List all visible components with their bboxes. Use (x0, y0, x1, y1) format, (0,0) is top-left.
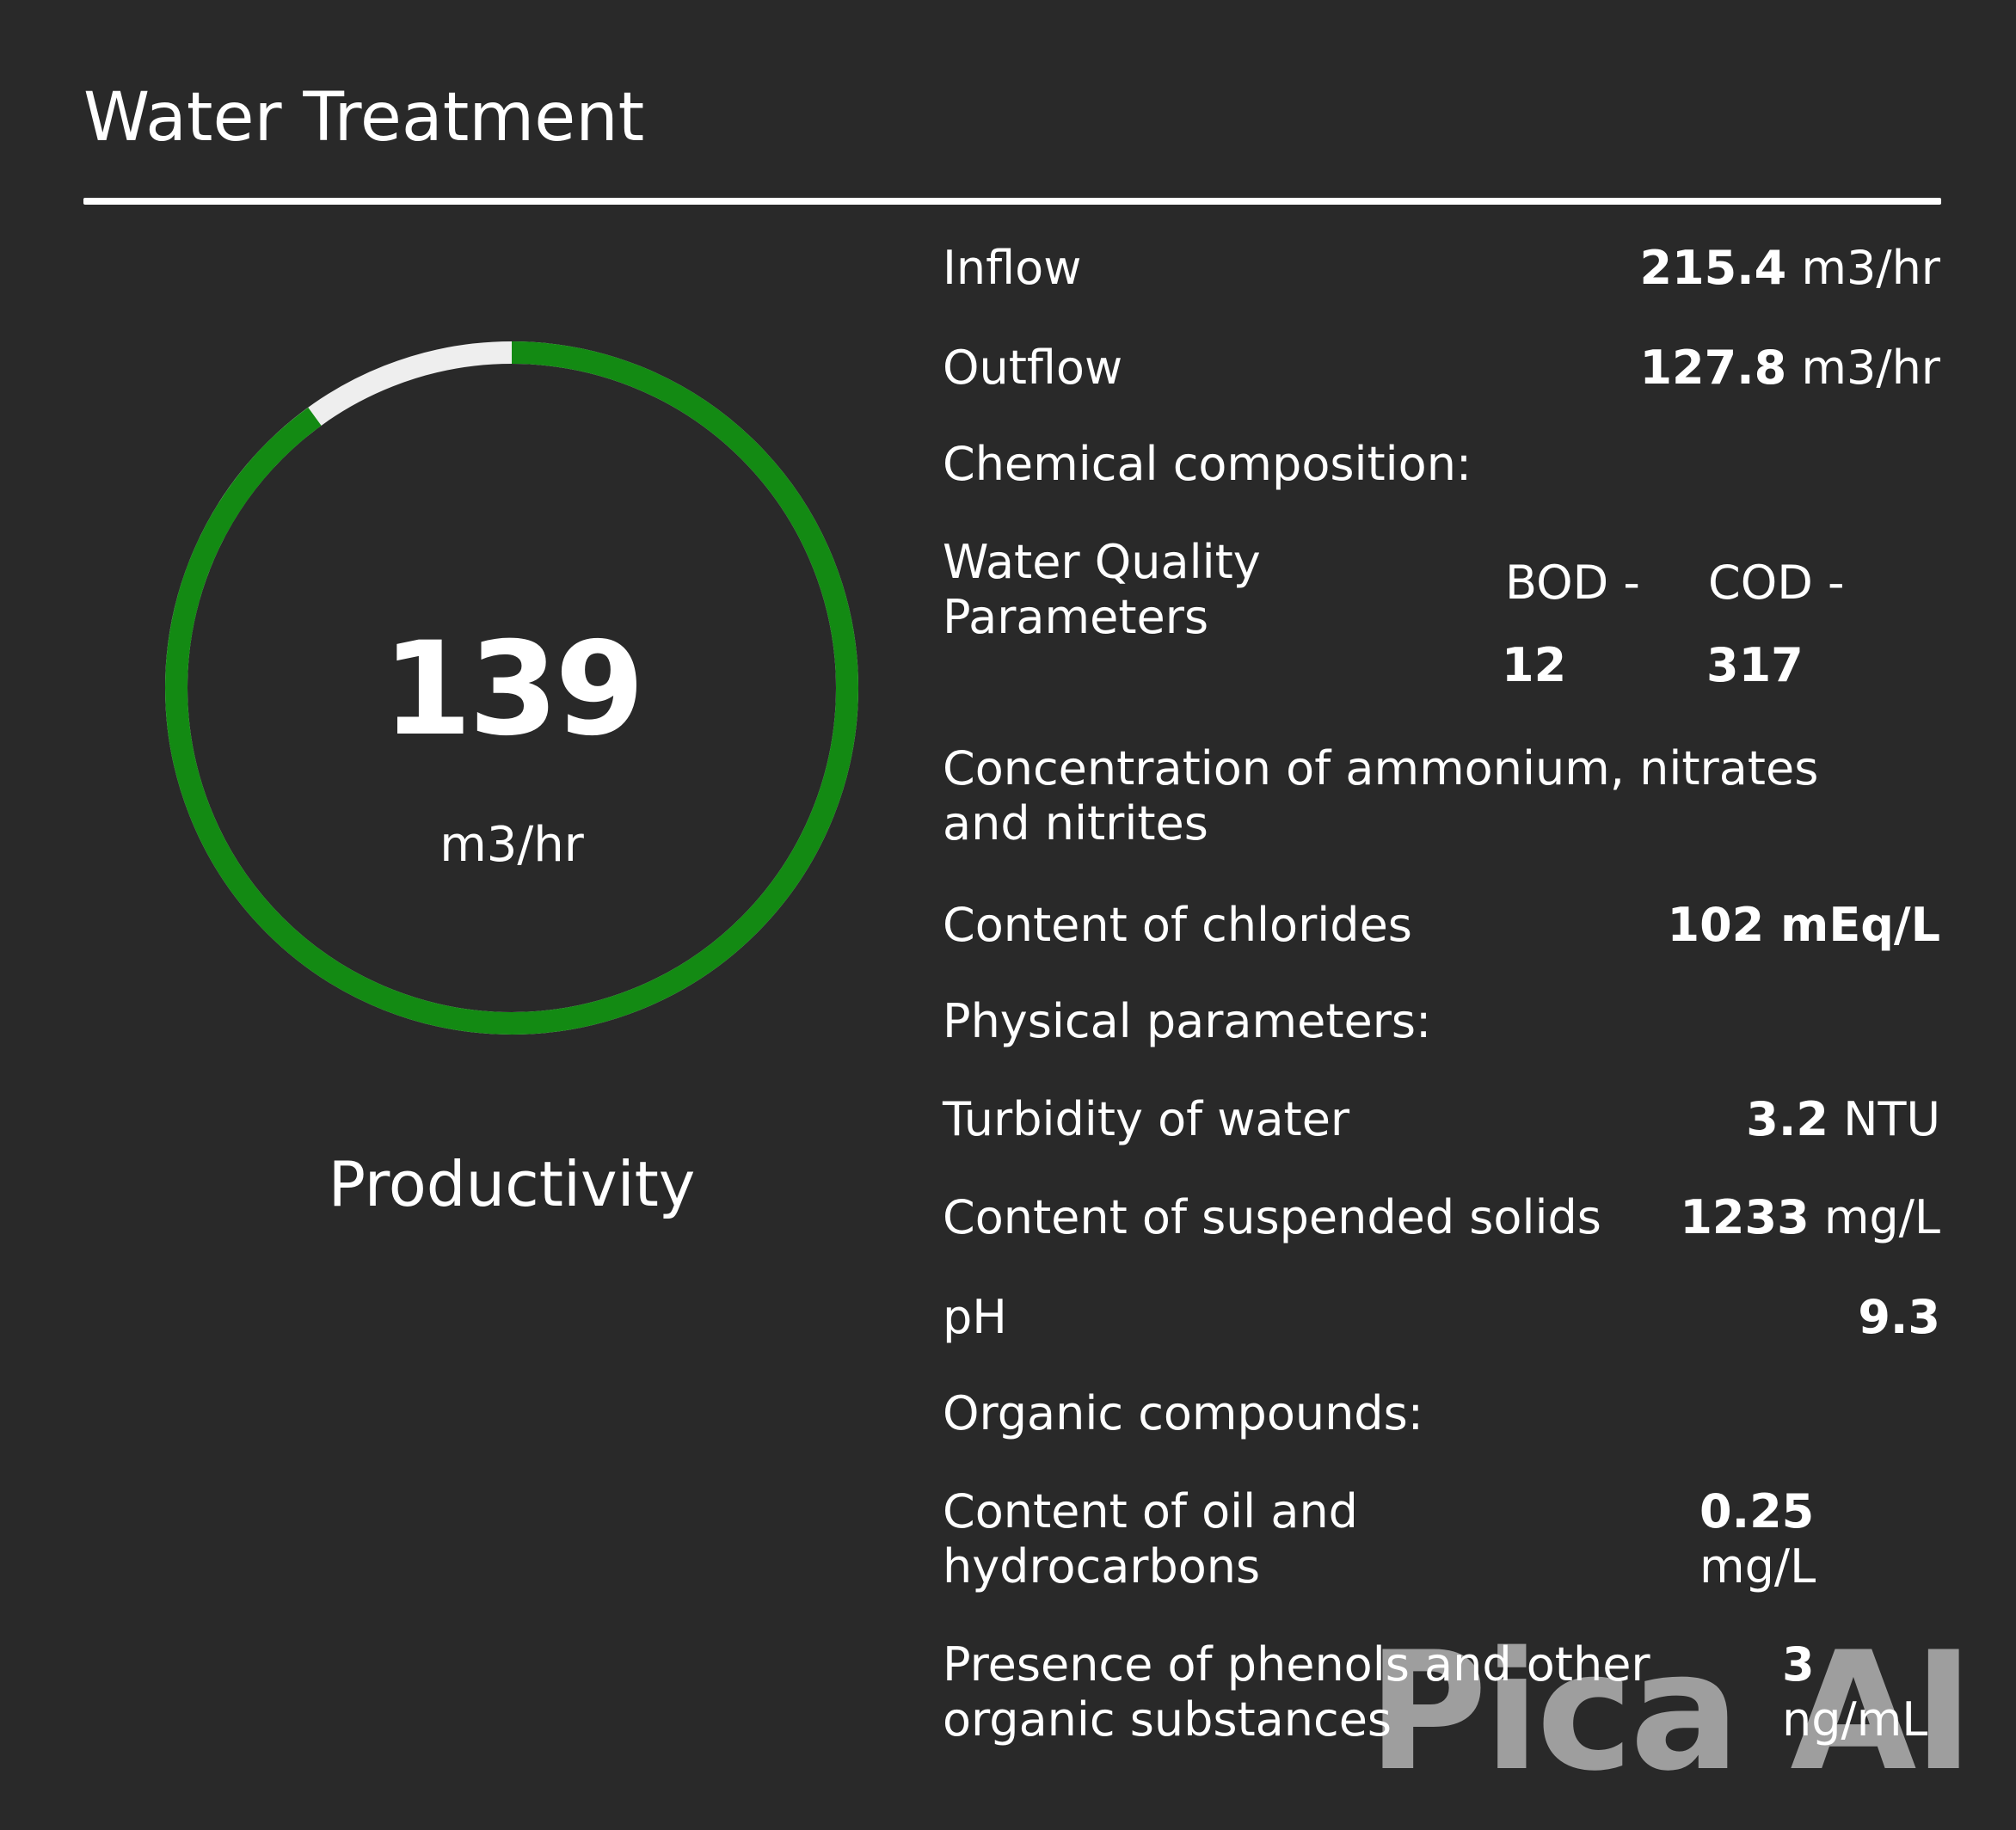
ammonium-line1: Concentration of ammonium, nitrates (943, 741, 1819, 795)
ammonium-line2: and nitrites (943, 796, 1208, 851)
metrics-panel: Inflow 215.4 m3/hr Outflow 127.8 m3/hr C… (943, 0, 1940, 1830)
water-quality-label-line1: Water Quality (943, 535, 1261, 589)
ph-value: 9.3 (1858, 1290, 1940, 1344)
outflow-value-group: 127.8 m3/hr (1639, 341, 1940, 396)
turbidity-value-group: 3.2 NTU (1746, 1092, 1940, 1147)
inflow-value: 215.4 (1639, 241, 1787, 295)
suspended-label: Content of suspended solids (943, 1190, 1601, 1244)
cod-value: 317 (1706, 638, 1804, 692)
inflow-label: Inflow (943, 241, 1082, 295)
oil-line2: hydrocarbons (943, 1539, 1261, 1594)
cod-label: COD - (1708, 556, 1845, 610)
gauge-value: 139 (382, 615, 644, 765)
gauge-unit: m3/hr (439, 817, 584, 873)
phenols-line1: Presence of phenols and other (943, 1637, 1650, 1692)
outflow-value: 127.8 (1639, 341, 1787, 395)
turbidity-unit: NTU (1843, 1092, 1940, 1146)
watermark-logo: Pica AI (1368, 1617, 1974, 1807)
phenols-line2: organic substances (943, 1692, 1392, 1747)
gauge-ring (165, 341, 858, 1035)
ammonium-row: Concentration of ammonium, nitrates and … (943, 741, 1940, 853)
chlorides-value: 102 mEq/L (1667, 898, 1940, 952)
oil-value: 0.25 (1699, 1484, 1815, 1538)
gauge-fill (165, 341, 858, 1035)
suspended-unit: mg/L (1823, 1190, 1940, 1244)
phenols-row: Presence of phenols and other organic su… (943, 1637, 1940, 1749)
bod-label: BOD - (1505, 556, 1640, 610)
gauge-label: Productivity (328, 1148, 696, 1220)
turbidity-label: Turbidity of water (943, 1092, 1350, 1146)
ph-label: pH (943, 1290, 1007, 1344)
page-title: Water Treatment (83, 79, 645, 157)
inflow-value-group: 215.4 m3/hr (1639, 241, 1940, 296)
outflow-label: Outflow (943, 341, 1123, 395)
oil-line1: Content of oil and (943, 1484, 1358, 1538)
oil-row: Content of oil and hydrocarbons 0.25 mg/… (943, 1484, 1940, 1596)
productivity-gauge: 139 m3/hr (163, 340, 860, 1036)
oil-unit: mg/L (1699, 1539, 1816, 1594)
title-divider (83, 198, 1941, 205)
turbidity-value: 3.2 (1746, 1092, 1829, 1146)
outflow-unit: m3/hr (1801, 341, 1940, 395)
bod-value: 12 (1502, 638, 1567, 692)
inflow-unit: m3/hr (1801, 241, 1940, 295)
water-quality-row: Water Quality Parameters (943, 535, 1940, 655)
suspended-value: 1233 (1680, 1190, 1810, 1244)
chlorides-label: Content of chlorides (943, 898, 1412, 952)
phenols-value: 3 (1782, 1637, 1815, 1692)
phenols-unit: ng/mL (1782, 1692, 1928, 1747)
suspended-value-group: 1233 mg/L (1680, 1190, 1940, 1245)
water-quality-label-line2: Parameters (943, 590, 1209, 644)
